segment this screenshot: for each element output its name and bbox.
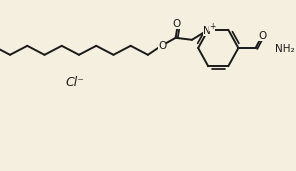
Text: N: N [203, 26, 211, 36]
Text: Cl⁻: Cl⁻ [65, 76, 84, 89]
Text: O: O [158, 41, 166, 51]
Text: O: O [173, 19, 181, 29]
Text: +: + [209, 22, 215, 31]
Text: NH₂: NH₂ [275, 44, 294, 54]
Text: O: O [258, 31, 266, 41]
